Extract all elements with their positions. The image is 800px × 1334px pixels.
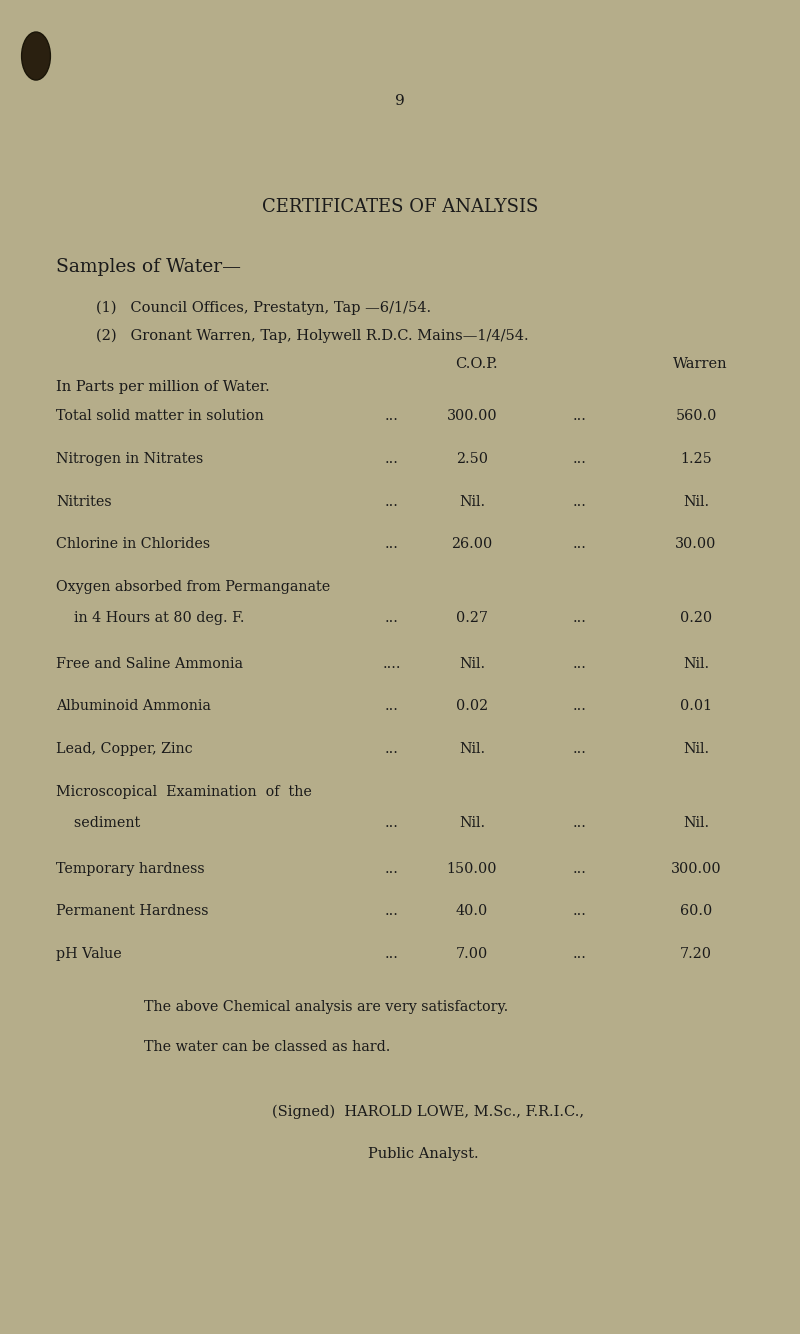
Text: ...: ... bbox=[385, 947, 399, 960]
Text: ...: ... bbox=[573, 656, 587, 671]
Text: in 4 Hours at 80 deg. F.: in 4 Hours at 80 deg. F. bbox=[56, 611, 245, 624]
Text: In Parts per million of Water.: In Parts per million of Water. bbox=[56, 380, 270, 394]
Text: ...: ... bbox=[573, 815, 587, 830]
Text: sediment: sediment bbox=[56, 815, 140, 830]
Text: Nitrogen in Nitrates: Nitrogen in Nitrates bbox=[56, 452, 203, 466]
Text: ...: ... bbox=[573, 410, 587, 423]
Text: Nil.: Nil. bbox=[683, 742, 709, 756]
Text: Lead, Copper, Zinc: Lead, Copper, Zinc bbox=[56, 742, 193, 756]
Text: Microscopical  Examination  of  the: Microscopical Examination of the bbox=[56, 784, 312, 799]
Text: ...: ... bbox=[385, 538, 399, 551]
Text: 300.00: 300.00 bbox=[670, 862, 722, 875]
Text: 9: 9 bbox=[395, 95, 405, 108]
Text: ...: ... bbox=[385, 611, 399, 624]
Text: Nil.: Nil. bbox=[459, 495, 485, 508]
Text: ...: ... bbox=[385, 699, 399, 714]
Text: Oxygen absorbed from Permanganate: Oxygen absorbed from Permanganate bbox=[56, 580, 330, 594]
Text: Nil.: Nil. bbox=[683, 656, 709, 671]
Text: ...: ... bbox=[573, 611, 587, 624]
Text: The water can be classed as hard.: The water can be classed as hard. bbox=[144, 1041, 390, 1054]
Text: The above Chemical analysis are very satisfactory.: The above Chemical analysis are very sat… bbox=[144, 1000, 508, 1014]
Text: ...: ... bbox=[385, 904, 399, 918]
Text: Chlorine in Chlorides: Chlorine in Chlorides bbox=[56, 538, 210, 551]
Text: 30.00: 30.00 bbox=[675, 538, 717, 551]
Circle shape bbox=[22, 32, 50, 80]
Text: Albuminoid Ammonia: Albuminoid Ammonia bbox=[56, 699, 211, 714]
Text: C.O.P.: C.O.P. bbox=[454, 358, 498, 371]
Text: ...: ... bbox=[573, 452, 587, 466]
Text: 0.01: 0.01 bbox=[680, 699, 712, 714]
Text: Temporary hardness: Temporary hardness bbox=[56, 862, 205, 875]
Text: ...: ... bbox=[385, 410, 399, 423]
Text: 7.00: 7.00 bbox=[456, 947, 488, 960]
Text: 0.20: 0.20 bbox=[680, 611, 712, 624]
Text: Free and Saline Ammonia: Free and Saline Ammonia bbox=[56, 656, 243, 671]
Text: Permanent Hardness: Permanent Hardness bbox=[56, 904, 209, 918]
Text: Nil.: Nil. bbox=[683, 815, 709, 830]
Text: Nil.: Nil. bbox=[459, 742, 485, 756]
Text: 0.02: 0.02 bbox=[456, 699, 488, 714]
Text: ...: ... bbox=[573, 699, 587, 714]
Text: Nitrites: Nitrites bbox=[56, 495, 112, 508]
Text: ...: ... bbox=[385, 452, 399, 466]
Text: 60.0: 60.0 bbox=[680, 904, 712, 918]
Text: 300.00: 300.00 bbox=[446, 410, 498, 423]
Text: ...: ... bbox=[385, 742, 399, 756]
Text: Nil.: Nil. bbox=[683, 495, 709, 508]
Text: ...: ... bbox=[385, 495, 399, 508]
Text: 26.00: 26.00 bbox=[451, 538, 493, 551]
Text: Nil.: Nil. bbox=[459, 815, 485, 830]
Text: 560.0: 560.0 bbox=[675, 410, 717, 423]
Text: 2.50: 2.50 bbox=[456, 452, 488, 466]
Text: ...: ... bbox=[573, 742, 587, 756]
Text: ...: ... bbox=[573, 862, 587, 875]
Text: pH Value: pH Value bbox=[56, 947, 122, 960]
Text: ...: ... bbox=[385, 862, 399, 875]
Text: ...: ... bbox=[385, 815, 399, 830]
Text: 0.27: 0.27 bbox=[456, 611, 488, 624]
Text: Samples of Water—: Samples of Water— bbox=[56, 257, 241, 276]
Text: 150.00: 150.00 bbox=[446, 862, 498, 875]
Text: ...: ... bbox=[573, 904, 587, 918]
Text: ....: .... bbox=[382, 656, 402, 671]
Text: Public Analyst.: Public Analyst. bbox=[368, 1147, 478, 1161]
Text: ...: ... bbox=[573, 495, 587, 508]
Text: CERTIFICATES OF ANALYSIS: CERTIFICATES OF ANALYSIS bbox=[262, 197, 538, 216]
Text: (1)   Council Offices, Prestatyn, Tap —6/1/54.: (1) Council Offices, Prestatyn, Tap —6/1… bbox=[96, 301, 431, 315]
Text: ...: ... bbox=[573, 538, 587, 551]
Text: 1.25: 1.25 bbox=[680, 452, 712, 466]
Text: 40.0: 40.0 bbox=[456, 904, 488, 918]
Text: Nil.: Nil. bbox=[459, 656, 485, 671]
Text: 7.20: 7.20 bbox=[680, 947, 712, 960]
Text: (Signed)  HAROLD LOWE, M.Sc., F.R.I.C.,: (Signed) HAROLD LOWE, M.Sc., F.R.I.C., bbox=[272, 1105, 584, 1119]
Text: Total solid matter in solution: Total solid matter in solution bbox=[56, 410, 264, 423]
Text: ...: ... bbox=[573, 947, 587, 960]
Text: Warren: Warren bbox=[673, 358, 727, 371]
Text: (2)   Gronant Warren, Tap, Holywell R.D.C. Mains—1/4/54.: (2) Gronant Warren, Tap, Holywell R.D.C.… bbox=[96, 329, 529, 343]
